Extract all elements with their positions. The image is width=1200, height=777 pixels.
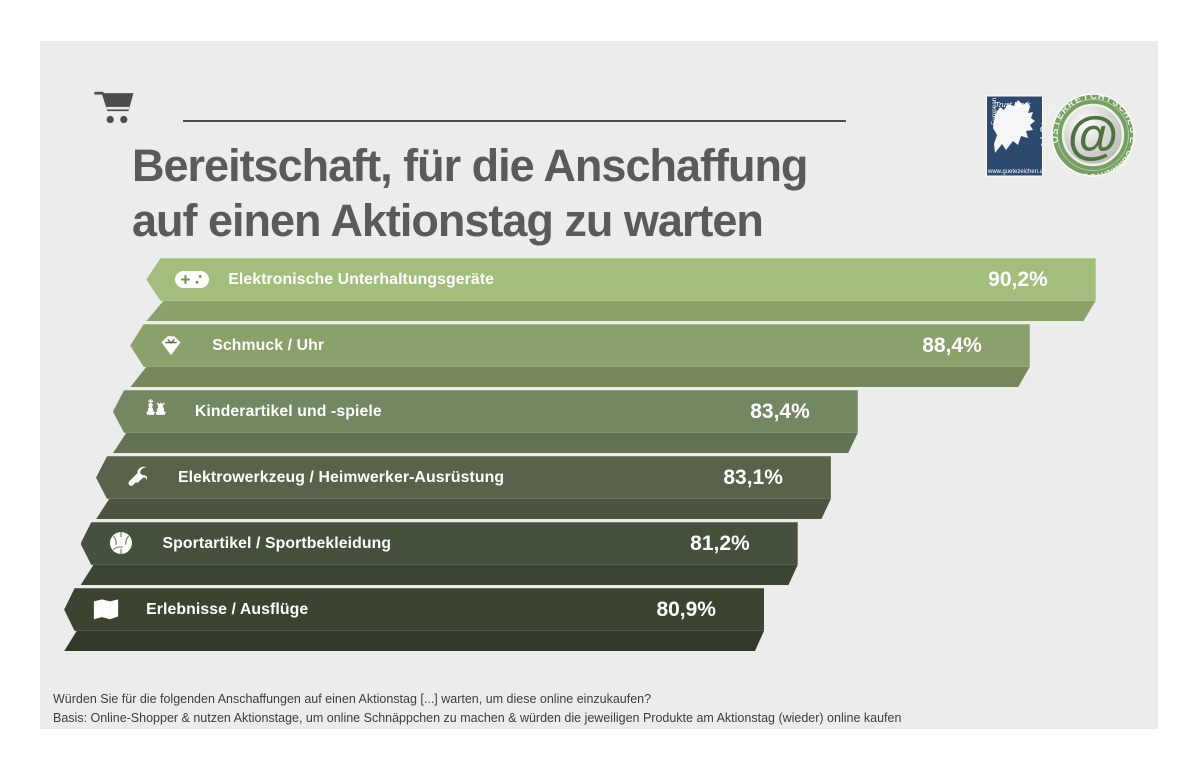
svg-text:N: N bbox=[1046, 104, 1057, 112]
svg-text:S: S bbox=[1128, 127, 1138, 134]
svg-text:@: @ bbox=[1068, 107, 1119, 165]
svg-text:S: S bbox=[1049, 128, 1060, 135]
svg-text:www.guetezeichen.at: www.guetezeichen.at bbox=[987, 169, 1045, 175]
svg-text:Ö: Ö bbox=[1049, 135, 1060, 143]
svg-text:E: E bbox=[1125, 118, 1136, 127]
svg-text:E: E bbox=[1128, 137, 1139, 144]
svg-text:C: C bbox=[1039, 126, 1049, 134]
svg-text:C: C bbox=[1090, 91, 1097, 101]
svg-text:C: C bbox=[1089, 171, 1097, 182]
svg-text:E: E bbox=[1082, 172, 1089, 182]
